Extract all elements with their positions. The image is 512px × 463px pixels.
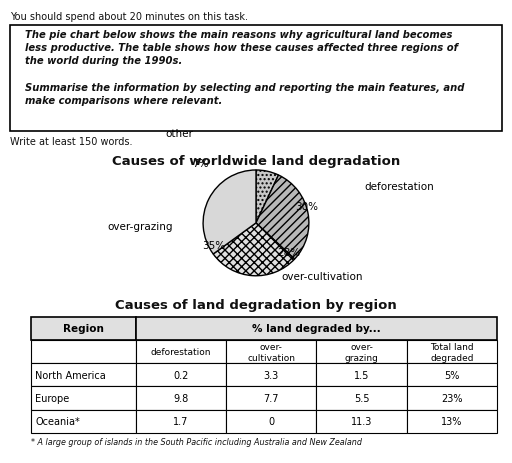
Bar <box>31 410 136 433</box>
Bar <box>316 387 407 410</box>
Text: Oceania*: Oceania* <box>35 416 80 426</box>
Bar <box>316 410 407 433</box>
Bar <box>31 363 136 387</box>
Text: over-grazing: over-grazing <box>107 221 173 231</box>
Text: Region: Region <box>62 324 103 334</box>
Text: % land degraded by...: % land degraded by... <box>252 324 381 334</box>
Bar <box>136 340 226 363</box>
Bar <box>316 340 407 363</box>
Bar <box>226 340 316 363</box>
Text: 11.3: 11.3 <box>351 416 372 426</box>
Text: 7.7: 7.7 <box>263 393 279 403</box>
Text: * A large group of islands in the South Pacific including Australia and New Zeal: * A large group of islands in the South … <box>31 438 361 446</box>
Text: Total land
degraded: Total land degraded <box>430 342 474 362</box>
Text: 0.2: 0.2 <box>173 370 188 380</box>
Wedge shape <box>256 170 279 224</box>
Text: 13%: 13% <box>441 416 463 426</box>
Text: 35%: 35% <box>202 241 225 251</box>
Text: 5%: 5% <box>444 370 460 380</box>
Text: North America: North America <box>35 370 106 380</box>
Bar <box>136 387 226 410</box>
Text: 28%: 28% <box>278 247 301 257</box>
Text: Write at least 150 words.: Write at least 150 words. <box>10 137 133 147</box>
Bar <box>31 317 136 340</box>
Bar <box>226 387 316 410</box>
Bar <box>407 363 497 387</box>
Wedge shape <box>203 170 256 255</box>
Text: 0: 0 <box>268 416 274 426</box>
Bar <box>407 410 497 433</box>
Bar <box>407 340 497 363</box>
Text: 3.3: 3.3 <box>264 370 279 380</box>
Text: The pie chart below shows the main reasons why agricultural land becomes
less pr: The pie chart below shows the main reaso… <box>25 30 464 106</box>
Text: 30%: 30% <box>295 201 318 211</box>
Bar <box>136 410 226 433</box>
Text: over-
grazing: over- grazing <box>345 342 378 362</box>
Text: Causes of worldwide land degradation: Causes of worldwide land degradation <box>112 155 400 168</box>
Text: Europe: Europe <box>35 393 70 403</box>
Bar <box>136 317 497 340</box>
Bar <box>316 363 407 387</box>
Text: over-
cultivation: over- cultivation <box>247 342 295 362</box>
Bar <box>136 363 226 387</box>
Text: Causes of land degradation by region: Causes of land degradation by region <box>115 299 397 312</box>
Text: other: other <box>165 129 193 138</box>
Text: deforestation: deforestation <box>151 347 211 357</box>
Text: 1.5: 1.5 <box>354 370 369 380</box>
Text: 7%: 7% <box>192 159 209 169</box>
Text: 23%: 23% <box>441 393 463 403</box>
Bar <box>226 363 316 387</box>
Bar <box>226 410 316 433</box>
Text: You should spend about 20 minutes on this task.: You should spend about 20 minutes on thi… <box>10 12 248 22</box>
Text: 9.8: 9.8 <box>173 393 188 403</box>
Wedge shape <box>213 224 294 276</box>
Bar <box>31 387 136 410</box>
Text: 1.7: 1.7 <box>173 416 188 426</box>
Bar <box>31 340 136 363</box>
Text: deforestation: deforestation <box>365 181 434 191</box>
Text: 5.5: 5.5 <box>354 393 369 403</box>
Bar <box>407 387 497 410</box>
Wedge shape <box>256 175 309 260</box>
Text: over-cultivation: over-cultivation <box>282 271 363 281</box>
FancyBboxPatch shape <box>10 25 502 132</box>
